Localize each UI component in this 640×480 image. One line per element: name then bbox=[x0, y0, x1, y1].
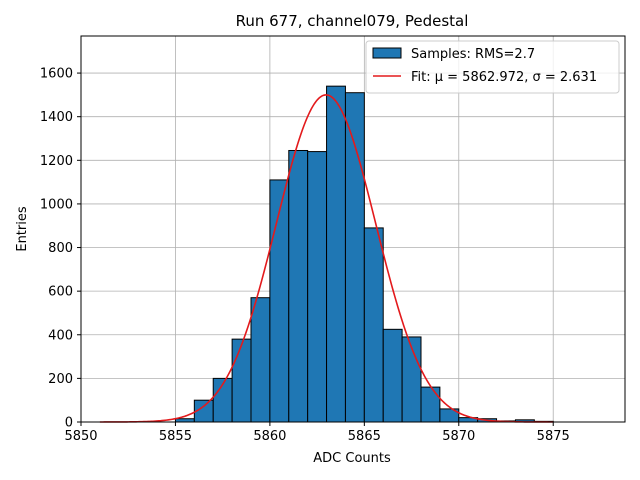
histogram-bar bbox=[363, 227, 384, 423]
x-tick-label: 5875 bbox=[537, 429, 570, 444]
x-tick-label: 5870 bbox=[442, 429, 475, 444]
x-tick-label: 5860 bbox=[253, 429, 286, 444]
histogram-bar bbox=[269, 179, 290, 423]
x-tick-label: 5850 bbox=[64, 429, 97, 444]
plot-frame bbox=[80, 35, 626, 423]
x-axis-ticks: 5850 5855 5860 5865 5870 5875 bbox=[64, 422, 570, 444]
y-axis-label: Entries bbox=[15, 206, 30, 252]
y-axis-ticks: 0 200 400 600 800 1000 1200 1400 1600 bbox=[40, 67, 81, 431]
histogram-bars bbox=[174, 85, 554, 423]
y-tick-label: 1000 bbox=[40, 197, 73, 212]
y-tick-label: 400 bbox=[48, 328, 73, 343]
legend-label-fit: Fit: μ = 5862.972, σ = 2.631 bbox=[411, 70, 597, 85]
histogram-bar bbox=[420, 386, 441, 423]
y-tick-label: 1200 bbox=[40, 154, 73, 169]
y-tick-label: 0 bbox=[65, 416, 73, 431]
legend: Samples: RMS=2.7 Fit: μ = 5862.972, σ = … bbox=[365, 40, 620, 94]
y-tick-label: 1600 bbox=[40, 67, 73, 82]
histogram-bar bbox=[344, 92, 365, 423]
histogram-bar bbox=[250, 297, 271, 423]
x-tick-label: 5855 bbox=[159, 429, 192, 444]
chart-title: Run 677, channel079, Pedestal bbox=[236, 12, 469, 30]
x-axis-label: ADC Counts bbox=[313, 451, 391, 466]
histogram-bar bbox=[288, 149, 309, 423]
legend-box bbox=[365, 40, 620, 94]
y-tick-label: 800 bbox=[48, 241, 73, 256]
fit-curve bbox=[99, 94, 554, 423]
histogram-bar bbox=[382, 328, 403, 423]
x-tick-label: 5865 bbox=[348, 429, 381, 444]
histogram-bar bbox=[231, 338, 252, 423]
y-tick-label: 600 bbox=[48, 285, 73, 300]
histogram-bar bbox=[326, 85, 346, 423]
legend-swatch-samples bbox=[372, 47, 402, 59]
y-tick-label: 200 bbox=[48, 372, 73, 387]
histogram-bar bbox=[307, 151, 328, 423]
legend-label-samples: Samples: RMS=2.7 bbox=[411, 47, 535, 62]
y-tick-label: 1400 bbox=[40, 110, 73, 125]
